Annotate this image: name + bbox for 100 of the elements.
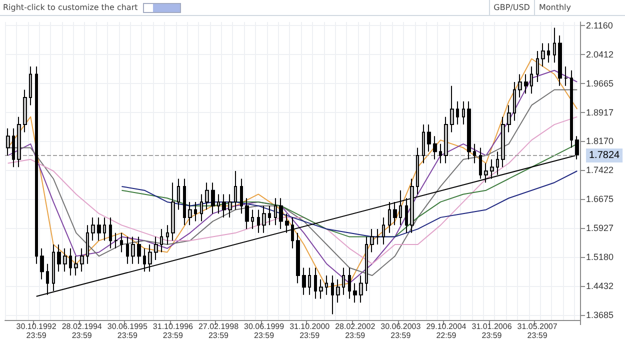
candlestick — [501, 116, 505, 168]
candlestick — [388, 201, 391, 234]
y-tick-label: 2.1160 — [586, 20, 613, 30]
candlestick — [541, 42, 545, 68]
candlestick — [490, 158, 494, 180]
candlestick — [302, 267, 306, 296]
candlestick — [393, 201, 397, 226]
candlestick — [484, 162, 488, 184]
candlestick — [365, 236, 368, 292]
candlestick — [200, 194, 203, 222]
x-tick-label: 27.02.1998 23:59 — [198, 322, 240, 340]
candlestick — [57, 244, 61, 272]
candlestick — [530, 66, 533, 94]
x-tick-label: 28.02.2002 23:59 — [335, 322, 376, 340]
y-tick-label: 1.8917 — [586, 107, 614, 118]
candlestick — [262, 205, 266, 234]
x-tick-label: 31.10.2000 23:59 — [290, 322, 330, 340]
candlestick — [6, 128, 10, 156]
candlestick — [473, 143, 476, 164]
candlestick — [518, 74, 522, 98]
candlestick — [353, 282, 357, 304]
candlestick — [234, 170, 237, 210]
candlestick — [444, 116, 448, 164]
y-tick-label: 1.8170 — [586, 136, 614, 146]
candlestick — [427, 124, 431, 152]
candlestick — [205, 182, 209, 210]
chart-title: GBP/USD — [488, 0, 534, 15]
x-tick-label: 28.02.1994 23:59 — [62, 322, 102, 340]
candlestick — [69, 248, 72, 276]
chart-subtitle: Monthly — [534, 0, 575, 15]
candlestick — [285, 213, 289, 234]
candlestick — [52, 244, 55, 292]
candlestick — [114, 232, 118, 249]
x-tick-label: 29.10.2004 22:59 — [426, 322, 467, 340]
y-tick-label: 1.9665 — [586, 78, 614, 88]
x-tick-label: 30.06.1995 23:59 — [107, 322, 148, 340]
candlestick — [553, 27, 556, 64]
candlestick — [245, 198, 249, 230]
candlestick — [279, 198, 283, 230]
candlestick — [450, 85, 454, 133]
line-series — [121, 170, 578, 238]
candlestick — [274, 198, 277, 226]
candlestick — [410, 178, 414, 234]
x-tick-label: 31.05.2007 23:59 — [517, 322, 558, 340]
candlestick — [359, 274, 363, 304]
candlestick — [160, 228, 163, 253]
candlestick — [120, 232, 123, 253]
candlestick — [439, 143, 442, 164]
text: Right-click to customize the chart — [3, 3, 138, 12]
x-tick-label: 31.01.2006 23:59 — [472, 322, 512, 340]
candlestick — [103, 216, 106, 242]
ref-line-label: 1.7824 — [589, 150, 620, 162]
candlestick — [422, 124, 425, 164]
candlestick — [462, 100, 465, 126]
candlestick — [456, 100, 459, 126]
candlestick — [314, 267, 317, 300]
candlestick — [40, 248, 44, 280]
line-series — [121, 143, 578, 238]
candlestick — [91, 216, 95, 242]
candlestick — [12, 128, 15, 168]
line-series — [7, 116, 578, 264]
candlestick — [131, 236, 135, 264]
candlestick — [194, 201, 197, 222]
candlestick — [240, 178, 243, 214]
candlestick — [370, 228, 374, 253]
candlestick — [126, 236, 129, 264]
x-tick-label: 30.06.2003 23:59 — [380, 322, 422, 340]
x-tick-label: 30.10.1992 23:59 — [16, 322, 57, 340]
candlestick — [570, 70, 573, 148]
candlestick — [399, 190, 402, 226]
candlestick — [171, 182, 175, 242]
candlestick — [513, 81, 516, 122]
candlestick — [325, 274, 328, 296]
candlestick — [547, 42, 550, 64]
candlestick — [222, 194, 226, 218]
x-tick-label: 30.06.1999 23:59 — [244, 322, 285, 340]
candlestick — [296, 232, 300, 284]
candlestick — [524, 74, 528, 94]
candlestick — [331, 274, 334, 315]
candlestick — [154, 236, 158, 261]
y-tick-label: 1.6675 — [586, 194, 614, 204]
candlestick — [17, 116, 21, 168]
candlestick — [336, 278, 340, 304]
candlestick — [166, 224, 169, 246]
y-tick-label: 1.5180 — [586, 252, 614, 262]
candlestick — [251, 209, 254, 230]
candlestick — [319, 278, 323, 300]
y-tick-label: 1.4432 — [586, 280, 614, 291]
candlestick — [507, 104, 511, 133]
candlestick — [211, 182, 215, 214]
candlestick — [86, 224, 89, 264]
candlestick — [148, 244, 152, 272]
candlestick — [35, 66, 38, 264]
candlestick — [536, 50, 539, 82]
candlestick — [291, 216, 294, 249]
candlestick — [382, 216, 385, 246]
candlestick — [348, 267, 351, 300]
candlestick — [257, 209, 260, 234]
y-tick-label: 1.3685 — [586, 310, 614, 320]
candlestick — [228, 194, 232, 218]
